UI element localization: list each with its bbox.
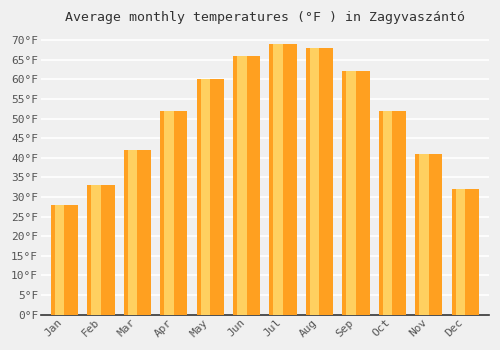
Bar [196,79,224,315]
Bar [419,154,428,315]
Bar [233,56,260,315]
Bar [274,44,283,315]
Bar [92,185,101,315]
Bar [415,154,442,315]
Title: Average monthly temperatures (°F ) in Zagyvaszántó: Average monthly temperatures (°F ) in Za… [65,11,465,24]
Bar [51,205,78,315]
Bar [310,48,320,315]
Bar [200,79,210,315]
Bar [88,185,115,315]
Bar [382,111,392,315]
Bar [128,150,138,315]
Bar [452,189,479,315]
Bar [124,150,151,315]
Bar [55,205,64,315]
Bar [160,111,188,315]
Bar [378,111,406,315]
Bar [456,189,465,315]
Bar [164,111,173,315]
Bar [306,48,333,315]
Bar [237,56,246,315]
Bar [342,71,369,315]
Bar [270,44,297,315]
Bar [346,71,356,315]
